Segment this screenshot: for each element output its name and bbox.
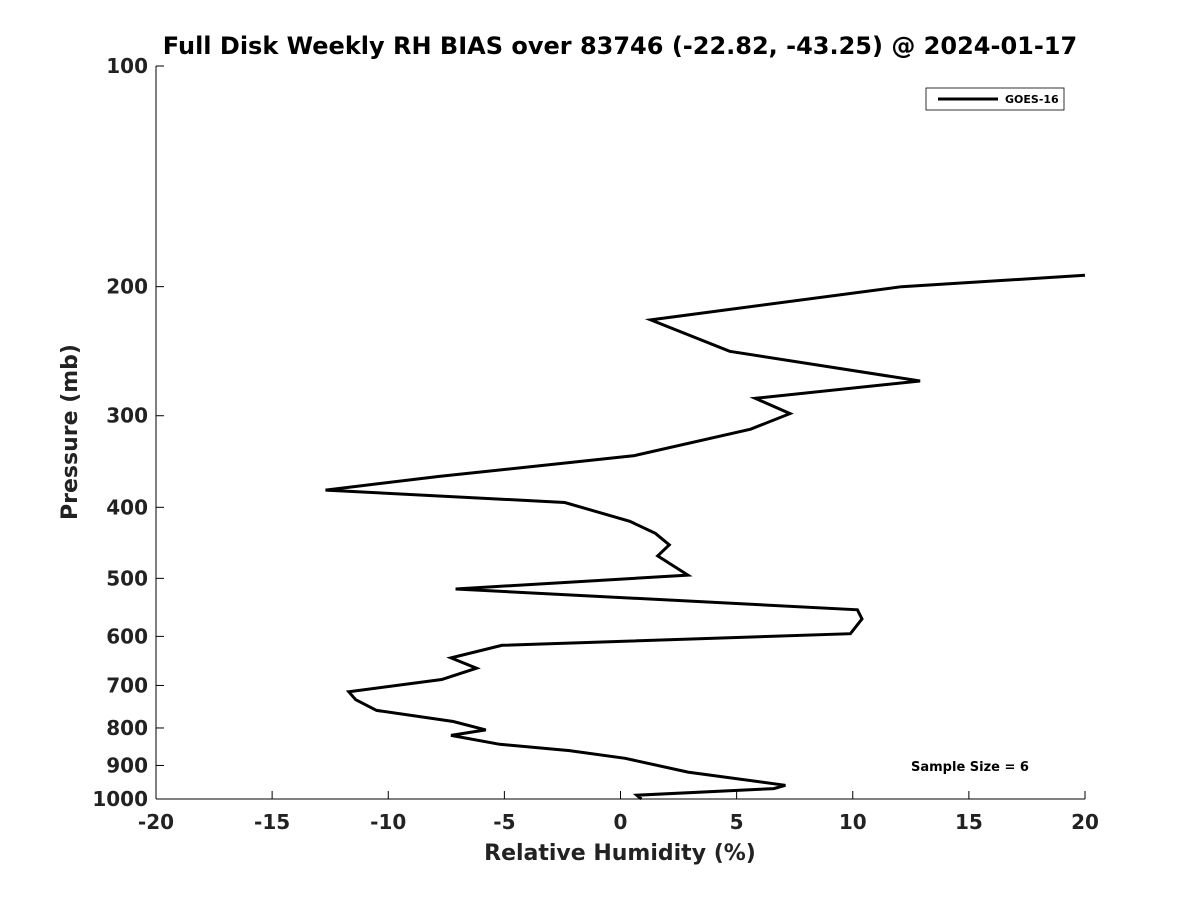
x-tick-label: 0 xyxy=(614,810,628,834)
x-tick-label: 20 xyxy=(1071,810,1099,834)
chart-title: Full Disk Weekly RH BIAS over 83746 (-22… xyxy=(163,32,1077,60)
x-tick-label: -5 xyxy=(493,810,515,834)
data-layer xyxy=(325,273,1086,801)
y-tick-label: 800 xyxy=(106,716,148,740)
y-tick-label: 100 xyxy=(106,54,148,78)
x-axis-label: Relative Humidity (%) xyxy=(484,841,756,866)
y-tick-label: 200 xyxy=(106,275,148,299)
x-tick-label: 5 xyxy=(730,810,744,834)
y-tick-label: 600 xyxy=(106,624,148,648)
plot-area xyxy=(156,66,1085,799)
legend-label-goes-16: GOES-16 xyxy=(1005,93,1059,106)
y-tick-label: 400 xyxy=(106,495,148,519)
x-tick-label: -10 xyxy=(370,810,406,834)
y-tick-label: 700 xyxy=(106,673,148,697)
x-tick-label: -15 xyxy=(254,810,290,834)
y-tick-label: 900 xyxy=(106,753,148,777)
x-tick-label: 15 xyxy=(955,810,983,834)
legend: GOES-16 xyxy=(925,87,1065,111)
x-tick-label: 10 xyxy=(839,810,867,834)
tick-marks: -20 -15 -10 -5 0 5 10 15 20 100 200 300 400 500 600 700… xyxy=(92,54,1099,834)
y-tick-label: 500 xyxy=(106,566,148,590)
y-tick-label: 1000 xyxy=(92,787,148,811)
y-axis-label: Pressure (mb) xyxy=(58,344,83,520)
x-tick-label: -20 xyxy=(138,810,174,834)
sample-size-annotation: Sample Size = 6 xyxy=(911,760,1029,775)
series-line-goes-16 xyxy=(325,273,1086,801)
y-tick-label: 300 xyxy=(106,404,148,428)
